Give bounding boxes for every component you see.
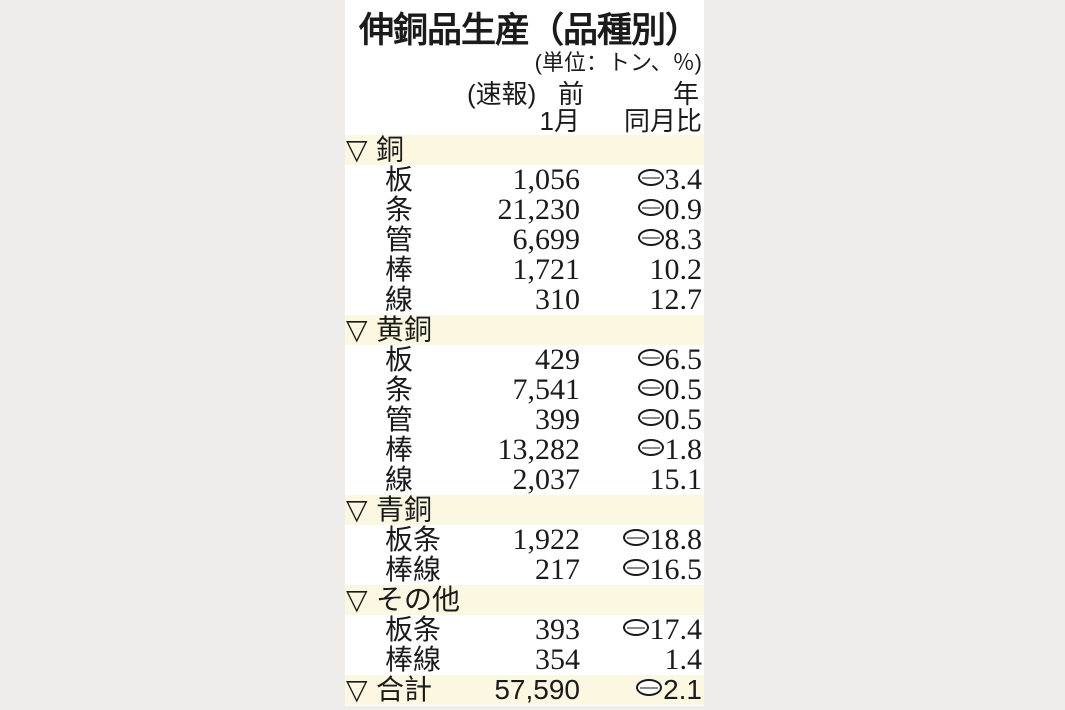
table-row: 棒線 217 16.5 [345,555,704,585]
item-pct: 17.4 [622,615,702,645]
item-pct: 0.9 [637,195,702,225]
table-row: 棒 1,721 10.2 [345,255,704,285]
triangle-marker-icon: ▽ [346,674,368,705]
minus-circle-icon [637,439,664,456]
minus-circle-icon [636,679,663,696]
table-row: 板条 393 17.4 [345,615,704,645]
item-value: 1,922 [512,523,581,556]
production-table-panel: 伸銅品生産（品種別） (単位：トン、％) (速報) 前 年 1月 同月比 ▽ 銅板… [345,0,704,706]
item-pct: 0.5 [637,405,702,435]
item-label: 条 [385,374,414,405]
section-name: その他 [376,584,461,615]
item-pct: 0.5 [637,375,702,405]
table-row: 条 7,541 0.5 [345,375,704,405]
minus-circle-icon [637,229,664,246]
item-value: 6,699 [512,223,581,256]
section-header-row: ▽ 銅 [345,135,704,165]
table-row: 管 6,699 8.3 [345,225,704,255]
section-total-pct: 2.1 [636,675,702,705]
item-value: 13,282 [497,433,581,466]
item-pct: 16.5 [622,555,702,585]
table-row: 板 429 6.5 [345,345,704,375]
table-row: 管 399 0.5 [345,405,704,435]
item-pct: 12.7 [649,283,703,316]
item-value: 7,541 [512,373,581,406]
minus-circle-icon [637,199,664,216]
item-pct: 15.1 [649,463,703,496]
table-row: 板条 1,922 18.8 [345,525,704,555]
yoy-header-part2: 年 [672,79,699,109]
table-row: 条 21,230 0.9 [345,195,704,225]
item-value: 2,037 [512,463,581,496]
yoy-column-header: 同月比 [623,106,702,136]
item-label: 線 [385,464,414,495]
section-header-row: ▽ 青銅 [345,495,704,525]
item-label: 板条 [385,614,442,645]
item-label: 板条 [385,524,442,555]
section-header-row: ▽ 合計 57,590 2.1 [345,675,704,705]
item-label: 管 [385,404,414,435]
item-value: 429 [535,343,580,376]
section-name: 合計 [376,674,433,705]
triangle-marker-icon: ▽ [346,584,368,615]
minus-circle-icon [622,529,649,546]
table-title: 伸銅品生産（品種別） [359,11,700,50]
item-label: 線 [385,284,414,315]
section-total-value: 57,590 [494,674,580,705]
item-pct: 8.3 [637,225,702,255]
table-row: 棒線 354 1.4 [345,645,704,675]
table-row: 線 2,037 15.1 [345,465,704,495]
item-value: 393 [535,613,580,646]
item-label: 板 [385,344,414,375]
minus-circle-icon [622,559,649,576]
preliminary-note: (速報) [467,79,537,109]
item-value: 1,721 [512,253,581,286]
item-value: 399 [535,403,580,436]
section-header-row: ▽ 黄銅 [345,315,704,345]
item-label: 棒線 [385,554,442,585]
section-name: 黄銅 [376,314,433,345]
item-value: 21,230 [497,193,581,226]
item-pct: 18.8 [622,525,702,555]
item-label: 板 [385,164,414,195]
item-value: 1,056 [512,163,581,196]
item-label: 棒 [385,434,414,465]
item-label: 条 [385,194,414,225]
item-label: 棒線 [385,644,442,675]
item-value: 354 [535,643,580,676]
item-pct: 1.8 [637,435,702,465]
section-header-row: ▽ その他 [345,585,704,615]
item-value: 310 [535,283,580,316]
minus-circle-icon [637,349,664,366]
triangle-marker-icon: ▽ [346,494,368,525]
section-name: 銅 [376,134,405,165]
item-label: 棒 [385,254,414,285]
table-row: 線 310 12.7 [345,285,704,315]
item-pct: 6.5 [637,345,702,375]
minus-circle-icon [637,379,664,396]
minus-circle-icon [637,409,664,426]
triangle-marker-icon: ▽ [346,314,368,345]
yoy-header-part1: 前 [558,79,585,109]
minus-circle-icon [622,619,649,636]
table-row: 棒 13,282 1.8 [345,435,704,465]
item-pct: 1.4 [664,643,703,676]
table-body: ▽ 銅板 1,056 3.4 条 21,230 0.9 管 6,699 8.3 棒 1,721 10.2… [345,135,704,705]
item-pct: 10.2 [649,253,703,286]
table-row: 板 1,056 3.4 [345,165,704,195]
unit-note: (単位：トン、％) [534,50,702,75]
month-column-header: 1月 [539,106,580,136]
item-pct: 3.4 [637,165,702,195]
item-label: 管 [385,224,414,255]
item-value: 217 [535,553,580,586]
minus-circle-icon [637,169,664,186]
section-name: 青銅 [376,494,433,525]
triangle-marker-icon: ▽ [346,134,368,165]
